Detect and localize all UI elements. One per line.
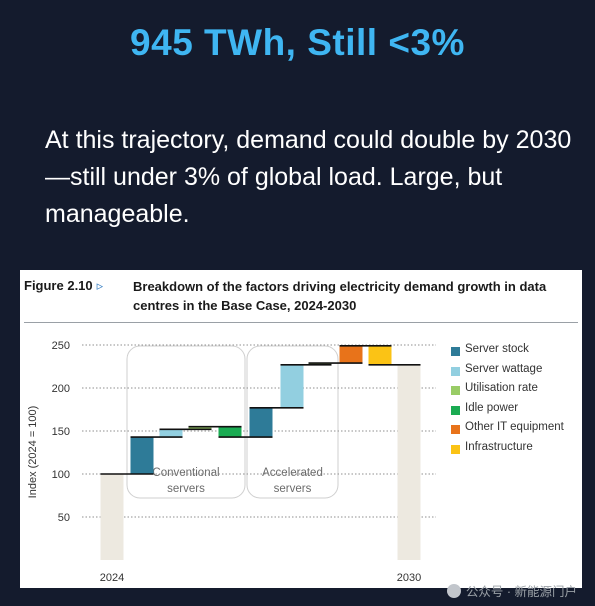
y-tick-200: 200 — [52, 383, 70, 395]
legend-swatch-4 — [451, 425, 460, 435]
legend-swatch-5 — [451, 444, 460, 454]
figure-rule — [24, 322, 578, 323]
legend-label-3: Idle power — [465, 401, 519, 414]
figure-header: Figure 2.10 ▹ Breakdown of the factors dr… — [20, 270, 582, 326]
bar-9 — [368, 345, 392, 365]
legend-swatch-0 — [451, 347, 460, 356]
legend-swatch-3 — [451, 405, 460, 415]
x-label-2030: 2030 — [397, 572, 421, 584]
group-label-0-1: servers — [167, 483, 205, 495]
y-tick-100: 100 — [52, 469, 70, 481]
group-label-0-0: Conventional — [152, 467, 219, 479]
bar-8 — [339, 345, 363, 364]
legend-label-0: Server stock — [465, 343, 529, 355]
legend-swatch-2 — [451, 386, 460, 396]
figure-panel: Figure 2.10 ▹ Breakdown of the factors dr… — [20, 270, 582, 588]
bar-0 — [100, 474, 124, 560]
watermark-text: 公众号 · 新能源门户 — [465, 585, 577, 599]
figure-label: Figure 2.10 ▹ — [24, 278, 103, 294]
y-tick-50: 50 — [58, 512, 70, 524]
bar-1 — [130, 437, 154, 474]
bar-6 — [280, 364, 304, 408]
group-box-0 — [126, 345, 246, 499]
bar-2 — [159, 429, 183, 438]
bar-7 — [308, 363, 332, 365]
bar-4 — [218, 426, 242, 438]
x-label-2024: 2024 — [100, 572, 124, 584]
legend-label-5: Infrastructure — [465, 440, 533, 453]
legend-swatch-1 — [451, 366, 460, 376]
y-axis-label: Index (2024 = 100) — [27, 406, 39, 499]
waterfall-chart: Conventional servers Accelerated servers 50 1… — [27, 340, 436, 584]
legend-label-1: Server wattage — [465, 362, 543, 375]
legend-label-4: Other IT equipment — [465, 421, 564, 434]
bar-3 — [188, 426, 212, 430]
figure-title: Breakdown of the factors driving electri… — [133, 279, 547, 313]
y-tick-250: 250 — [52, 340, 70, 352]
bar-5 — [249, 407, 273, 438]
figure-arrow-icon: ▹ — [96, 278, 104, 293]
group-label-1-0: Accelerated — [262, 467, 323, 479]
wechat-icon — [446, 584, 461, 598]
watermark: 公众号 · 新能源门户 — [446, 581, 577, 600]
bar-10 — [397, 364, 421, 560]
y-tick-150: 150 — [52, 426, 70, 438]
legend-label-2: Utilisation rate — [465, 382, 538, 395]
group-label-1-1: servers — [274, 483, 312, 495]
group-box-1 — [246, 345, 339, 499]
figure-number: Figure 2.10 — [24, 278, 93, 293]
lead-text: At this trajectory, demand could double … — [45, 126, 572, 228]
headline: 945 TWh, Still <3% — [130, 22, 465, 63]
